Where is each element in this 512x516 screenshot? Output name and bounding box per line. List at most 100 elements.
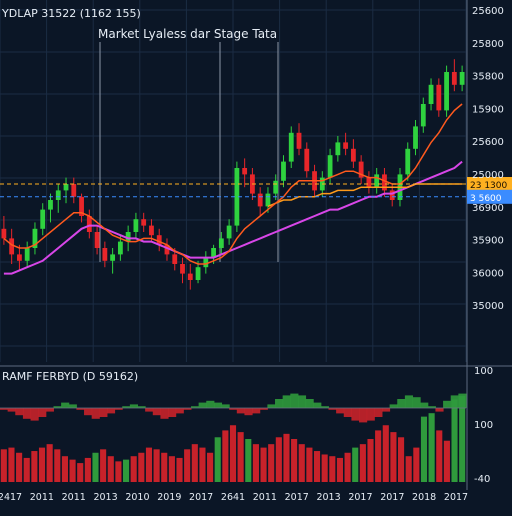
price-y-tick-label: 25600	[472, 6, 504, 17]
osc-wave-negative	[351, 408, 360, 421]
osc-bar-negative	[413, 447, 420, 482]
osc-wave-negative	[38, 408, 47, 417]
candle-down	[94, 232, 100, 248]
osc-bar-negative	[69, 459, 76, 482]
candle-up	[24, 248, 30, 261]
osc-bar-negative	[398, 437, 405, 482]
osc-bar-negative	[77, 463, 84, 482]
candle-down	[17, 254, 22, 261]
candle-down	[257, 193, 263, 207]
x-tick-label: 2011	[30, 492, 54, 503]
osc-bar-negative	[283, 433, 290, 482]
osc-bar-negative	[229, 425, 237, 482]
osc-wave-negative	[259, 408, 268, 410]
candle-down	[389, 190, 395, 200]
candle-down	[156, 235, 162, 245]
candle-down	[187, 273, 193, 280]
ticker-label: YDLAP 31522 (1162 155)	[1, 7, 141, 20]
osc-bar-negative	[443, 440, 450, 482]
candle-down	[9, 238, 15, 255]
candle-down	[79, 196, 84, 216]
x-tick-label: 2019	[157, 492, 181, 503]
osc-wave-negative	[106, 408, 116, 414]
price-y-tick-label: 35800	[472, 72, 504, 83]
osc-wave-positive	[53, 406, 62, 408]
candle-up	[335, 142, 341, 156]
candle-up	[110, 254, 116, 261]
price-y-tick-label: 36900	[472, 203, 504, 214]
candle-up	[211, 248, 216, 258]
candle-down	[86, 216, 92, 232]
osc-wave-negative	[15, 408, 24, 416]
candle-up	[273, 180, 279, 194]
candle-down	[71, 184, 77, 197]
osc-wave-positive	[122, 406, 131, 408]
osc-bar-positive	[428, 413, 435, 482]
osc-wave-negative	[45, 408, 54, 412]
osc-wave-negative	[343, 408, 352, 417]
oscillator-title: RAMF FERBYD (D 59162)	[2, 370, 138, 383]
x-tick-label: 2018	[412, 492, 436, 503]
x-tick-label: 2013	[93, 492, 117, 503]
x-tick-label: 2017	[380, 492, 404, 503]
osc-wave-negative	[435, 408, 444, 412]
candle-up	[195, 267, 201, 280]
osc-wave-negative	[252, 408, 261, 414]
price-levels: 23 1300 3 5600	[0, 177, 512, 204]
osc-wave-negative	[30, 408, 39, 421]
candle-up	[63, 184, 69, 191]
x-tick-label: 2417	[0, 492, 22, 503]
candle-up	[405, 148, 411, 175]
price-y-tick-label: 35900	[472, 236, 504, 247]
osc-wave-positive	[404, 395, 414, 408]
osc-wave-negative	[366, 408, 375, 421]
candle-down	[141, 219, 147, 226]
osc-bar-negative	[199, 447, 206, 482]
price-y-tick-label: 36000	[472, 268, 504, 279]
osc-bar-negative	[115, 461, 122, 482]
osc-bar-negative	[161, 452, 168, 482]
price-y-tick-label: 35000	[472, 301, 504, 312]
osc-bar-negative	[138, 452, 145, 482]
osc-wave-positive	[313, 402, 322, 408]
osc-bar-negative	[260, 447, 267, 482]
osc-wave-positive	[412, 397, 421, 408]
oscillator-panel	[0, 393, 467, 482]
osc-wave-negative	[22, 408, 32, 419]
candle-up	[32, 228, 38, 248]
price-y-tick-label: 25800	[472, 39, 504, 50]
osc-wave-positive	[190, 406, 200, 408]
osc-wave-positive	[389, 404, 398, 408]
osc-wave-negative	[114, 408, 123, 410]
candle-up	[226, 225, 232, 239]
osc-bar-positive	[420, 416, 428, 482]
osc-bar-positive	[451, 399, 458, 482]
osc-bar-negative	[100, 449, 107, 482]
price-tag-label: 3 5600	[470, 194, 502, 204]
osc-y-tick-label: 100	[474, 420, 493, 431]
candle-up	[218, 238, 224, 248]
osc-bar-negative	[329, 456, 336, 482]
x-tick-label: 2011	[62, 492, 86, 503]
candle-down	[296, 132, 302, 149]
candle-down	[350, 148, 356, 162]
candle-up	[234, 168, 240, 226]
osc-bar-negative	[16, 452, 23, 482]
osc-bar-negative	[222, 430, 229, 482]
osc-y-tick-label: -40	[474, 474, 490, 485]
candle-up	[265, 193, 271, 207]
candle-down	[366, 177, 372, 188]
price-y-tick-label: 25600	[472, 137, 504, 148]
candle-down	[382, 174, 387, 191]
osc-wave-negative	[91, 408, 100, 419]
osc-wave-positive	[443, 400, 452, 408]
osc-bar-negative	[375, 430, 382, 482]
osc-wave-positive	[305, 399, 314, 408]
osc-wave-negative	[229, 408, 238, 410]
osc-bar-negative	[130, 456, 137, 482]
candle-up	[125, 232, 131, 242]
osc-bar-negative	[61, 456, 68, 482]
candle-up	[40, 209, 46, 229]
osc-bar-negative	[336, 457, 344, 482]
